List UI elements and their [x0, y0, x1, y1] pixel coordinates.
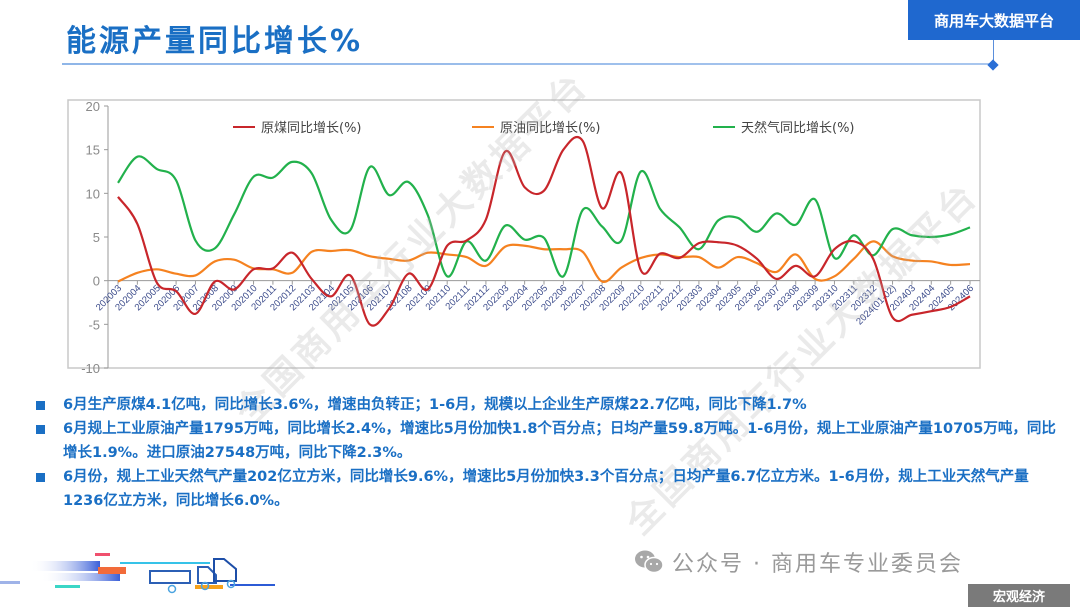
legend-label-gas: 天然气同比增长(%): [741, 121, 855, 136]
y-tick-label: 20: [86, 99, 100, 114]
legend-label-coal: 原煤同比增长(%): [261, 121, 362, 136]
page-title: 能源产量同比增长%: [66, 24, 364, 59]
chart-legend: 原煤同比增长(%) 原油同比增长(%) 天然气同比增长(%): [60, 117, 990, 137]
truck-speed-graphic: [0, 553, 275, 594]
title-divider: [62, 63, 994, 65]
y-tick-label: 0: [93, 274, 100, 289]
y-tick-label: 5: [93, 230, 100, 245]
y-tick-label: 15: [86, 143, 100, 158]
diamond-marker-icon: [987, 59, 999, 71]
legend-swatch-gas: [713, 125, 735, 128]
y-tick-label: -5: [88, 317, 100, 332]
square-bullet-icon: [36, 401, 45, 410]
summary-bullets: 6月生产原煤4.1亿吨，同比增长3.6%，增速由负转正；1-6月，规模以上企业生…: [30, 393, 1060, 513]
bullet-text: 6月份，规上工业天然气产量202亿立方米，同比增长9.6%，增速比5月份加快3.…: [63, 469, 1029, 509]
bullet-gas: 6月份，规上工业天然气产量202亿立方米，同比增长9.6%，增速比5月份加快3.…: [30, 465, 1060, 513]
series-line-gas: [117, 155, 971, 278]
bullet-text: 6月规上工业原油产量1795万吨，同比增长2.4%，增速比5月份加快1.8个百分…: [63, 421, 1056, 461]
legend-label-oil: 原油同比增长(%): [500, 121, 601, 136]
square-bullet-icon: [36, 473, 45, 482]
wechat-label: 公众号 · 商用车专业委员会: [672, 552, 963, 577]
legend-item-gas: 天然气同比增长(%): [713, 117, 855, 136]
y-tick-label: 10: [86, 186, 100, 201]
chart-canvas: -10-505101520202003202004202005202006202…: [67, 99, 981, 376]
bullet-text: 6月生产原煤4.1亿吨，同比增长3.6%，增速由负转正；1-6月，规模以上企业生…: [63, 397, 807, 413]
legend-item-coal: 原煤同比增长(%): [233, 117, 362, 136]
square-bullet-icon: [36, 425, 45, 434]
line-chart: -10 -5 0 5 10 15 20 202003 202004 202005 202006 202…: [60, 96, 990, 381]
legend-swatch-coal: [233, 125, 255, 128]
series-line-coal: [117, 135, 971, 327]
y-tick-label: -10: [81, 361, 100, 376]
bullet-coal: 6月生产原煤4.1亿吨，同比增长3.6%，增速由负转正；1-6月，规模以上企业生…: [30, 393, 1060, 417]
brand-connector: [993, 40, 994, 66]
legend-item-oil: 原油同比增长(%): [472, 117, 601, 136]
section-tag: 宏观经济: [968, 584, 1070, 607]
wechat-account: 公众号 · 商用车专业委员会: [634, 546, 963, 578]
chart-frame: [67, 99, 981, 369]
bullet-oil: 6月规上工业原油产量1795万吨，同比增长2.4%，增速比5月份加快1.8个百分…: [30, 417, 1060, 465]
brand-badge: 商用车大数据平台: [908, 0, 1080, 40]
legend-swatch-oil: [472, 125, 494, 128]
wechat-icon: [635, 550, 664, 574]
